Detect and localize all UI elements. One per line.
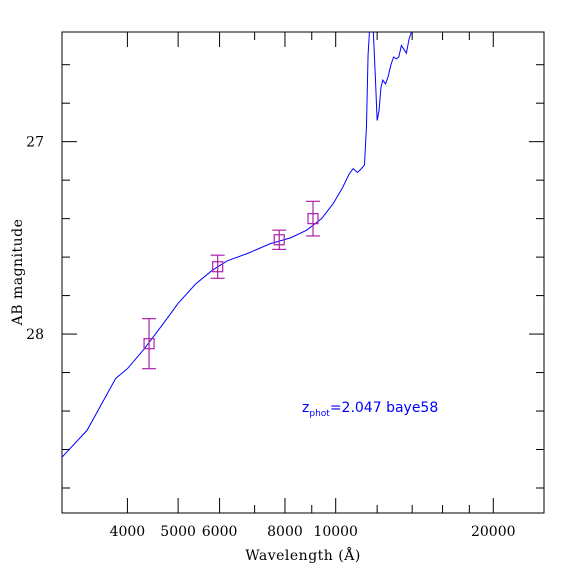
x-axis-ticks <box>61 32 494 513</box>
x-tick-label: 10000 <box>313 524 358 540</box>
x-tick-label: 20000 <box>471 524 516 540</box>
photo-z-symbol: z <box>302 400 309 416</box>
y-tick-label: 28 <box>26 327 44 343</box>
x-axis-title: Wavelength (Å) <box>245 546 361 564</box>
sed-model-line <box>372 32 412 121</box>
x-tick-label: 8000 <box>267 524 303 540</box>
photometry-point <box>272 229 287 251</box>
data-marker <box>212 261 224 273</box>
x-tick-label: 5000 <box>160 524 196 540</box>
data-marker <box>307 213 319 225</box>
photometry-points <box>142 200 321 370</box>
data-marker <box>273 234 285 246</box>
x-axis-tick-labels: 4000 5000 6000 8000 10000 20000 <box>110 524 516 540</box>
x-tick-label: 4000 <box>110 524 146 540</box>
data-marker <box>143 338 155 350</box>
sed-model-line <box>62 32 370 458</box>
y-tick-label: 27 <box>26 135 44 151</box>
plot-frame <box>61 31 545 514</box>
y-axis-title: AB magnitude <box>10 219 26 327</box>
y-axis-ticks <box>62 64 544 489</box>
photo-z-value: =2.047 baye58 <box>330 400 438 416</box>
photometry-point <box>142 318 157 370</box>
photo-z-subscript: phot <box>309 409 330 419</box>
model-spectrum <box>62 32 412 458</box>
photometry-point <box>210 254 225 279</box>
x-tick-label: 6000 <box>202 524 238 540</box>
photometry-point <box>306 200 321 237</box>
y-axis-tick-labels: 27 28 <box>26 135 44 343</box>
photo-z-annotation: zphot=2.047 baye58 <box>302 400 438 419</box>
